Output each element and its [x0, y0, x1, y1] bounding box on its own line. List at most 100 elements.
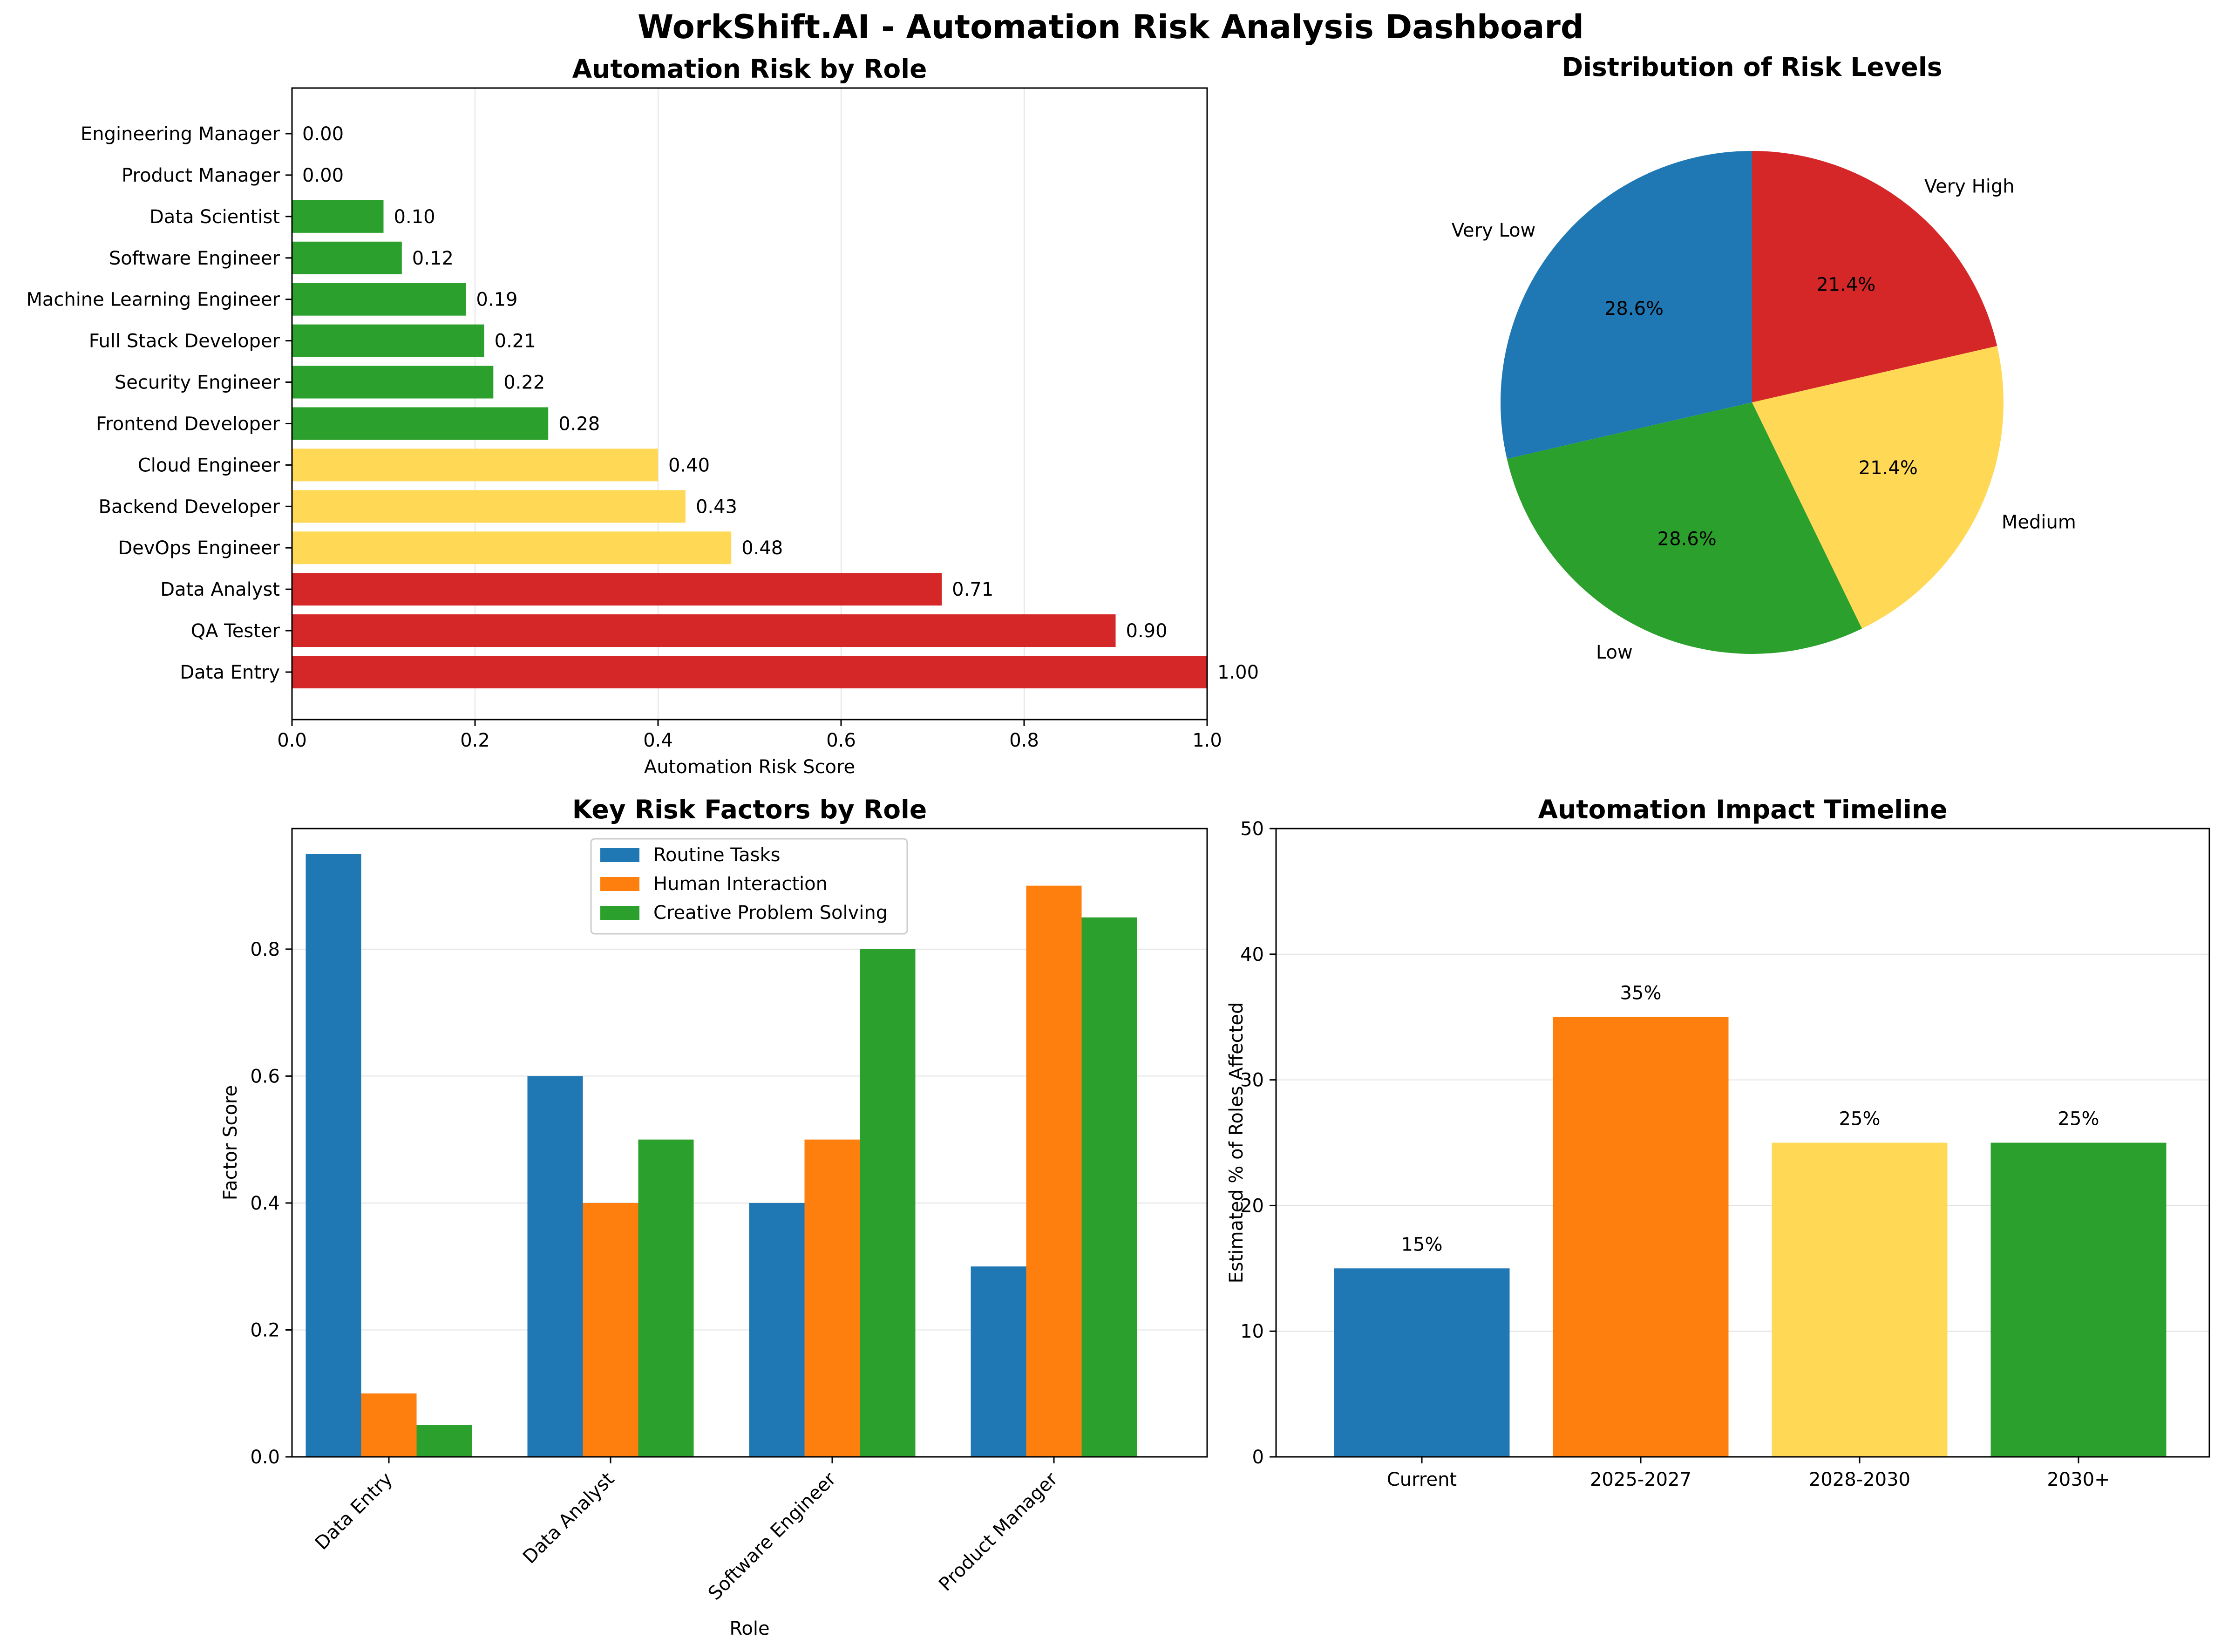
risk-bar — [292, 656, 1207, 688]
y-axis-label: Estimated % of Roles Affected — [1226, 1002, 1247, 1284]
y-tick-label: 30 — [1240, 1070, 1264, 1091]
y-tick-label: 50 — [1240, 818, 1264, 840]
pie-slice — [1507, 402, 1862, 654]
x-axis-label: Automation Risk Score — [644, 756, 855, 778]
x-tick-label: 1.0 — [1192, 730, 1222, 751]
chart-title: Automation Risk by Role — [572, 54, 927, 84]
y-tick-label: 0.2 — [250, 1319, 280, 1341]
timeline-bar — [1334, 1268, 1510, 1457]
risk-bar — [292, 200, 384, 233]
bar-value-label: 25% — [1839, 1108, 1881, 1130]
y-tick-label: 0.8 — [250, 939, 280, 960]
impact-timeline-chart: 0 10 20 30 40 50 15% Current 35% 2025-2027 25% 2028… — [1226, 795, 2210, 1490]
risk-bar — [292, 366, 494, 399]
y-tick-label: Product Manager — [122, 165, 280, 186]
pie-slice — [1752, 151, 1997, 402]
bar-value-label: 0.19 — [476, 289, 517, 311]
pie-percent-label: 28.6% — [1657, 528, 1717, 550]
risk-bar — [292, 449, 658, 482]
y-tick-label: DevOps Engineer — [118, 537, 280, 559]
legend-label: Routine Tasks — [653, 844, 780, 866]
y-tick-label: Full Stack Developer — [89, 331, 280, 352]
chart-title: Distribution of Risk Levels — [1562, 52, 1943, 82]
risk-bar — [292, 283, 466, 316]
x-tick-label: 0.4 — [643, 730, 673, 751]
dashboard-title: WorkShift.AI - Automation Risk Analysis … — [638, 8, 1584, 46]
x-tick-label: Current — [1387, 1469, 1457, 1490]
factor-bar — [804, 1139, 860, 1457]
pie-slice-label: Very Low — [1452, 220, 1535, 241]
y-tick-label: Engineering Manager — [81, 123, 280, 145]
y-tick-label: 40 — [1240, 944, 1264, 965]
legend-swatch — [600, 877, 639, 891]
bar-value-label: 0.10 — [394, 206, 435, 228]
bar-value-label: 0.00 — [302, 165, 344, 186]
y-tick-label: Cloud Engineer — [138, 455, 280, 476]
bar-value-label: 0.00 — [302, 123, 344, 145]
plot-frame — [291, 828, 1208, 1458]
factor-bar — [971, 1266, 1026, 1457]
y-tick-label: Machine Learning Engineer — [26, 289, 280, 311]
y-tick-label: 10 — [1240, 1321, 1264, 1342]
risk-bar — [292, 241, 402, 274]
risk-bar — [292, 490, 686, 523]
factor-bar — [749, 1203, 805, 1457]
bar-value-label: 25% — [2058, 1108, 2099, 1130]
x-tick-label: 2025-2027 — [1590, 1469, 1691, 1490]
factor-bar — [860, 949, 916, 1457]
x-tick-label: 0.6 — [826, 730, 856, 751]
x-tick-label: 2030+ — [2047, 1469, 2110, 1490]
pie-slice-label: Medium — [2002, 511, 2076, 533]
pie-slice-label: Low — [1596, 642, 1633, 663]
bar-value-label: 15% — [1401, 1234, 1443, 1255]
x-tick-label: 0.8 — [1009, 730, 1039, 751]
risk-bar — [292, 531, 732, 564]
y-tick-label: 0.0 — [250, 1447, 280, 1468]
timeline-bar — [1772, 1142, 1948, 1457]
chart-title: Key Risk Factors by Role — [572, 795, 927, 824]
bar-value-label: 1.00 — [1217, 662, 1259, 683]
pie-slice-label: Very High — [1924, 176, 2015, 197]
pie-percent-label: 28.6% — [1604, 298, 1664, 320]
plot-frame — [291, 87, 1208, 721]
y-tick-label: Security Engineer — [115, 372, 280, 394]
bar-value-label: 0.48 — [741, 537, 783, 559]
factor-bar — [306, 854, 361, 1457]
bar-value-label: 0.22 — [503, 372, 545, 394]
risk-bar — [292, 407, 549, 440]
bar-value-label: 0.71 — [952, 579, 993, 600]
factor-bar — [416, 1425, 472, 1457]
x-axis-label: Role — [729, 1618, 769, 1639]
y-axis-label: Factor Score — [220, 1085, 241, 1200]
plot-frame — [1275, 828, 2210, 1458]
legend-label: Creative Problem Solving — [653, 902, 888, 924]
pie-slice — [1752, 346, 2004, 629]
risk-by-role-chart: 0.0 0.2 0.4 0.6 0.8 1.0 Engineering Manager 0.0… — [26, 54, 1259, 778]
bar-value-label: 35% — [1620, 983, 1662, 1004]
y-tick-label: Software Engineer — [109, 248, 280, 269]
legend-swatch — [600, 848, 639, 862]
risk-levels-pie-chart: Distribution of Risk Levels 21.4% Very Hig… — [1452, 52, 2076, 663]
factor-bar — [1026, 885, 1082, 1457]
risk-bar — [292, 614, 1116, 647]
y-tick-label: Frontend Developer — [96, 413, 280, 435]
factor-bar — [1081, 917, 1137, 1457]
y-tick-label: Data Entry — [180, 662, 280, 683]
legend-label: Human Interaction — [653, 873, 828, 895]
y-tick-label: Backend Developer — [99, 496, 280, 517]
pie-slice — [1500, 150, 1752, 459]
y-tick-label: 0.4 — [250, 1193, 280, 1214]
chart-title: Automation Impact Timeline — [1538, 795, 1948, 824]
y-tick-label: Data Scientist — [149, 206, 280, 228]
factor-bar — [583, 1203, 638, 1457]
x-tick-label: 0.0 — [277, 730, 307, 751]
bar-value-label: 0.12 — [412, 248, 454, 269]
bar-value-label: 0.21 — [495, 331, 536, 352]
y-tick-label: 0 — [1252, 1447, 1264, 1468]
legend-box — [590, 838, 908, 935]
y-tick-label: 20 — [1240, 1195, 1264, 1217]
y-tick-label: Data Analyst — [160, 579, 280, 600]
